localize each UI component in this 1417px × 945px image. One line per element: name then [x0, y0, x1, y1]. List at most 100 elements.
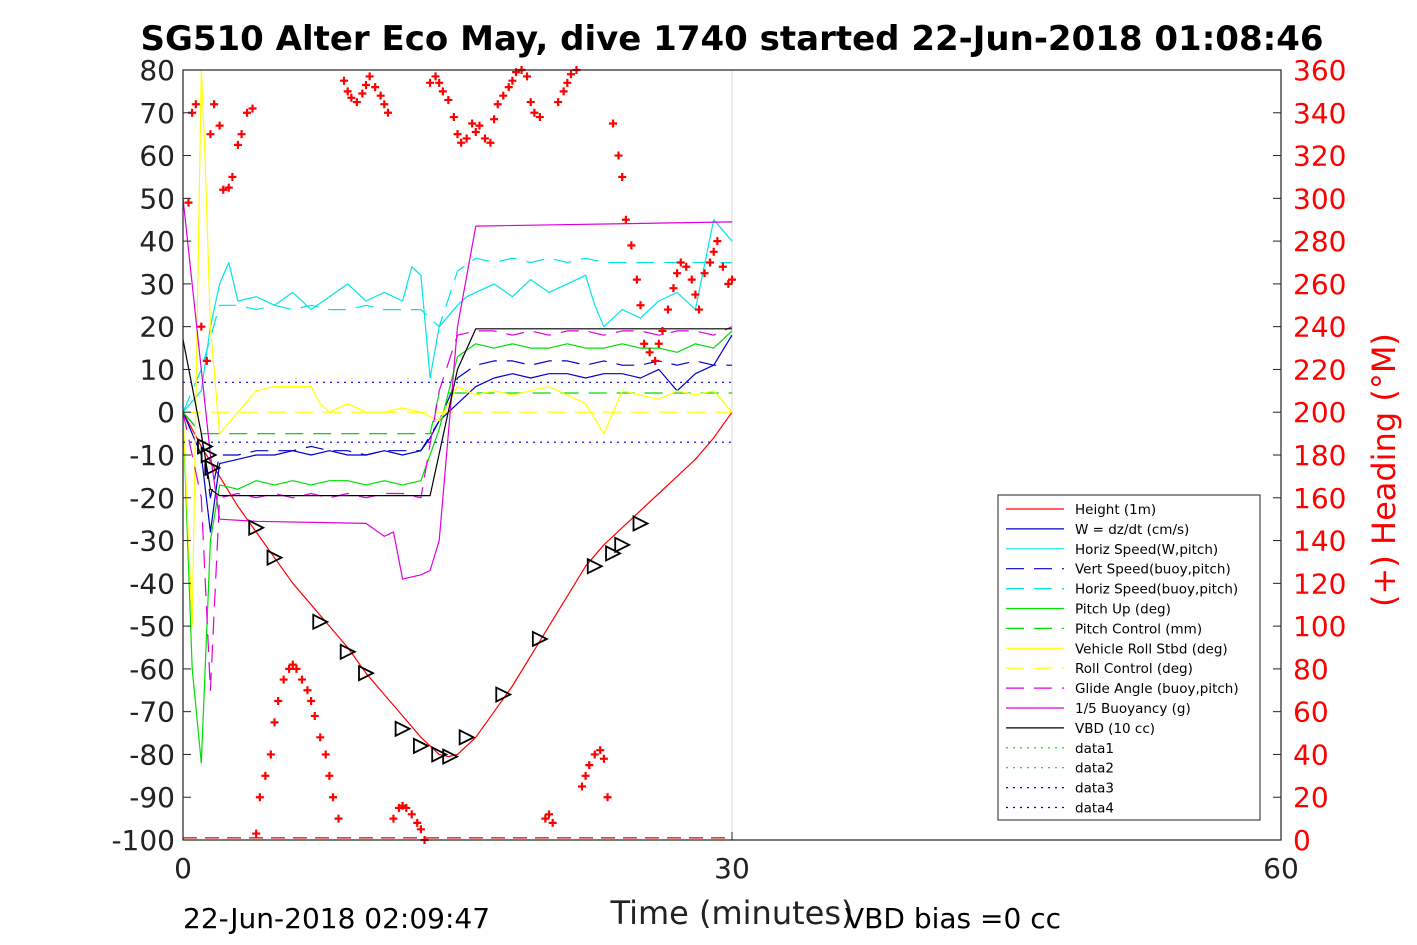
- y-tick-label: -70: [129, 696, 175, 729]
- triangle-marker: [458, 728, 476, 746]
- heading-point: [640, 339, 649, 348]
- y-right-tick-label: 280: [1293, 225, 1346, 258]
- heading-point: [627, 241, 636, 250]
- legend-entry: Vehicle Roll Stbd (deg): [1075, 641, 1228, 657]
- heading-point: [376, 91, 385, 100]
- heading-point: [202, 356, 211, 365]
- heading-point: [285, 664, 294, 673]
- y-right-tick-label: 340: [1293, 97, 1346, 130]
- heading-point: [590, 750, 599, 759]
- heading-point: [718, 262, 727, 271]
- y-tick-label: -80: [129, 738, 175, 771]
- heading-point: [407, 810, 416, 819]
- series-line: [182, 257, 732, 413]
- heading-point: [614, 151, 623, 160]
- heading-point: [389, 814, 398, 823]
- heading-point: [243, 108, 252, 117]
- triangle-marker: [614, 536, 632, 554]
- triangle-marker: [200, 446, 218, 464]
- heading-point: [651, 356, 660, 365]
- legend-entry: Horiz Speed(buoy,pitch): [1075, 582, 1238, 598]
- heading-point: [340, 76, 349, 85]
- y-tick-label: 70: [139, 97, 175, 130]
- heading-point: [563, 78, 572, 87]
- legend-entry: Horiz Speed(W,pitch): [1075, 542, 1218, 558]
- heading-point: [559, 87, 568, 96]
- heading-point: [347, 93, 356, 102]
- heading-point: [297, 675, 306, 684]
- y-right-tick-label: 20: [1293, 781, 1329, 814]
- heading-point: [493, 100, 502, 109]
- series-line: [182, 360, 732, 499]
- y-right-tick-label: 180: [1293, 439, 1346, 472]
- heading-point: [490, 115, 499, 124]
- y-right-tick-label: 60: [1293, 696, 1329, 729]
- heading-point: [654, 339, 663, 348]
- series-line: [182, 330, 733, 764]
- heading-point: [248, 104, 257, 113]
- heading-point: [508, 76, 517, 85]
- heading-point: [499, 91, 508, 100]
- y-tick-label: -60: [129, 653, 175, 686]
- y-right-tick-label: 100: [1293, 610, 1346, 643]
- legend-entry: Glide Angle (buoy,pitch): [1075, 681, 1239, 697]
- heading-point: [706, 258, 715, 267]
- heading-point: [233, 140, 242, 149]
- heading-point: [596, 746, 605, 755]
- heading-point: [274, 696, 283, 705]
- legend: Height (1m) W = dz/dt (cm/s) Horiz Speed(W…: [997, 494, 1261, 821]
- heading-point: [621, 215, 630, 224]
- triangle-marker: [442, 748, 460, 766]
- heading-point: [728, 275, 736, 284]
- y-right-tick-label: 240: [1293, 311, 1346, 344]
- heading-point: [292, 664, 301, 673]
- heading-point: [486, 138, 495, 147]
- heading-point: [577, 782, 586, 791]
- footer-vbd-bias: VBD bias =0 cc: [845, 902, 1061, 935]
- x-tick-label: 0: [174, 852, 192, 885]
- heading-point: [206, 130, 215, 139]
- heading-point: [709, 247, 718, 256]
- y-tick-label: 40: [139, 225, 175, 258]
- heading-point: [471, 128, 480, 137]
- heading-point: [663, 305, 672, 314]
- heading-point: [523, 72, 532, 81]
- heading-point: [438, 87, 447, 96]
- heading-point: [224, 183, 233, 192]
- y-tick-label: 80: [139, 54, 175, 87]
- marker-layer: [197, 437, 650, 766]
- y-right-tick-label: 260: [1293, 268, 1346, 301]
- heading-point: [449, 113, 458, 122]
- y-right-tick-label: 120: [1293, 567, 1346, 600]
- heading-point: [676, 258, 685, 267]
- heading-point: [184, 198, 193, 207]
- heading-point: [504, 83, 513, 92]
- heading-point: [658, 326, 667, 335]
- heading-point: [480, 134, 489, 143]
- triangle-marker: [339, 643, 357, 661]
- heading-point: [426, 78, 435, 87]
- heading-point: [535, 113, 544, 122]
- legend-entry: Vert Speed(buoy,pitch): [1075, 562, 1231, 578]
- heading-point: [270, 718, 279, 727]
- heading-point: [566, 70, 575, 79]
- x-axis-label: Time (minutes): [610, 894, 854, 932]
- legend-entry: data2: [1075, 761, 1114, 777]
- heading-point: [475, 121, 484, 130]
- heading-point: [266, 750, 275, 759]
- heading-point: [581, 771, 590, 780]
- triangle-marker: [495, 686, 513, 704]
- heading-point: [636, 301, 645, 310]
- x-axis: 0 30 60: [174, 832, 1299, 885]
- x-tick-label: 60: [1263, 852, 1299, 885]
- heading-point: [255, 793, 264, 802]
- series-line: [182, 328, 732, 497]
- y-right-tick-label: 220: [1293, 353, 1346, 386]
- y-tick-label: -40: [129, 567, 175, 600]
- heading-point: [383, 108, 392, 117]
- heading-point: [343, 87, 352, 96]
- y-right-tick-label: 80: [1293, 653, 1329, 686]
- heading-point: [316, 733, 325, 742]
- heading-point: [237, 130, 246, 139]
